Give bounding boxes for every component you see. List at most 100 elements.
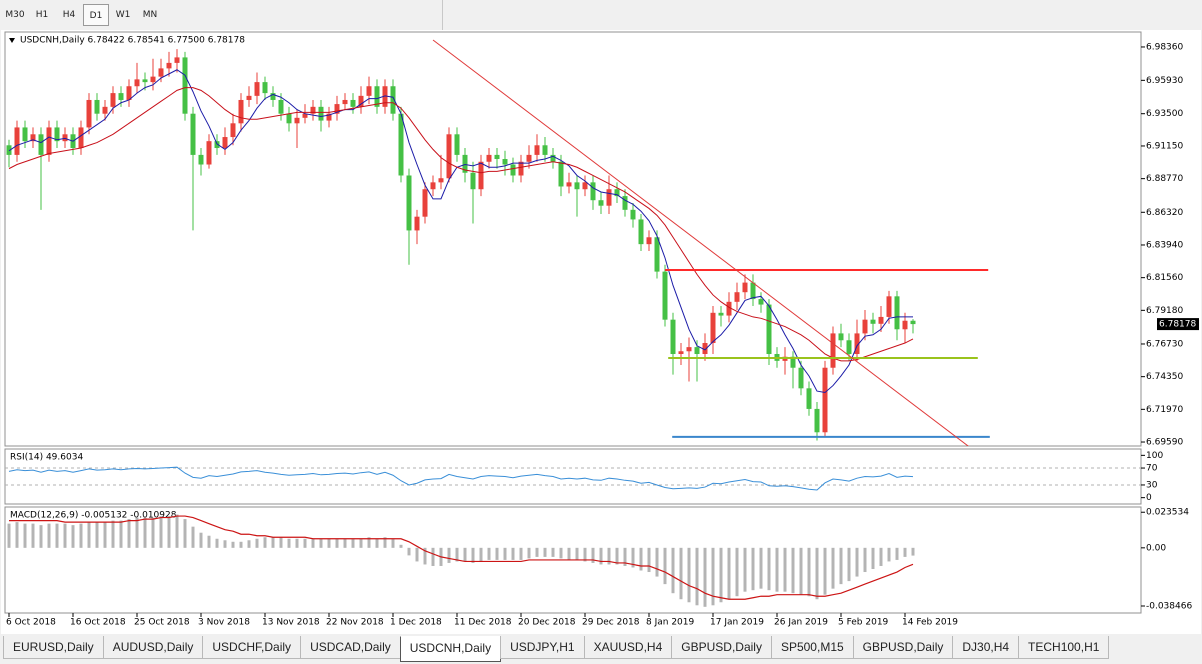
y-tick-label: 30 — [1146, 480, 1158, 490]
macd-bar — [903, 547, 907, 557]
macd-bar — [799, 547, 803, 595]
timeframe-button[interactable]: MN — [142, 10, 158, 20]
macd-bar — [167, 516, 171, 548]
chart-tab[interactable]: GBPUSD,Daily — [671, 636, 772, 659]
candle-body — [718, 312, 724, 316]
macd-bar — [711, 547, 715, 606]
macd-bar — [527, 547, 531, 559]
macd-bar — [495, 547, 499, 560]
macd-bar — [135, 517, 139, 548]
candle-body — [310, 106, 316, 114]
candle-body — [814, 408, 820, 433]
candle-body — [318, 106, 324, 121]
candle-body — [62, 134, 68, 142]
macd-bar — [871, 547, 875, 569]
macd-bar — [823, 547, 827, 595]
candle-body — [582, 182, 588, 190]
collapse-arrow[interactable] — [9, 38, 15, 43]
macd-bar — [751, 547, 755, 591]
macd-bar — [599, 547, 603, 565]
x-tick-label: 3 Nov 2018 — [198, 618, 250, 628]
chart-tab[interactable]: USDCHF,Daily — [202, 636, 302, 659]
macd-bar — [487, 547, 491, 560]
macd-bar — [391, 538, 395, 548]
timeframe-button[interactable]: W1 — [115, 10, 131, 20]
candle-body — [382, 86, 388, 107]
candle-body — [358, 95, 364, 107]
moving-average — [8, 87, 914, 362]
macd-bar — [767, 547, 771, 591]
macd-bar — [831, 547, 835, 589]
candle-body — [102, 106, 108, 114]
candle-body — [638, 219, 644, 245]
candle-body — [198, 154, 204, 165]
candle-body — [910, 320, 916, 325]
macd-bar — [47, 523, 51, 548]
y-tick-label: -0.038466 — [1146, 601, 1192, 611]
chart-tab[interactable]: EURUSD,Daily — [3, 636, 104, 659]
candle-body — [702, 343, 708, 354]
timeframe-button[interactable]: H4 — [62, 10, 76, 20]
macd-bar — [175, 514, 179, 548]
x-tick-label: 22 Nov 2018 — [326, 618, 384, 628]
macd-bar — [111, 520, 115, 548]
y-tick-label: 0.023534 — [1146, 508, 1189, 518]
macd-bar — [839, 547, 843, 585]
candle-body — [574, 182, 580, 190]
macd-bar — [567, 547, 571, 560]
y-tick-label: 6.81560 — [1146, 273, 1183, 283]
macd-bar — [743, 547, 747, 592]
candle-body — [822, 367, 828, 433]
timeframe-button[interactable]: M30 — [5, 10, 25, 20]
candle-body — [230, 123, 236, 138]
candle-body — [158, 68, 164, 77]
macd-bar — [375, 538, 379, 548]
candle-body — [6, 145, 12, 155]
macd-bar — [431, 547, 435, 566]
macd-bar — [647, 547, 651, 573]
candle-body — [174, 57, 180, 63]
macd-bar — [727, 547, 731, 600]
macd-bar — [231, 541, 235, 548]
timeframe-button[interactable]: D1 — [83, 4, 109, 26]
candle-body — [902, 320, 908, 330]
chart-tab[interactable]: DJ30,H4 — [952, 636, 1020, 659]
candle-body — [646, 237, 652, 245]
candle-body — [286, 113, 292, 124]
candle-body — [302, 113, 308, 118]
candle-body — [206, 141, 212, 165]
chart-tab[interactable]: GBPUSD,Daily — [852, 636, 954, 659]
candle-body — [262, 82, 268, 94]
chart-tab[interactable]: USDCNH,Daily — [399, 636, 502, 662]
candle-body — [342, 99, 348, 105]
x-tick-label: 1 Dec 2018 — [390, 618, 442, 628]
candle-body — [678, 351, 684, 354]
macd-bar — [103, 522, 107, 548]
chart-tab[interactable]: USDJPY,H1 — [500, 636, 585, 659]
candle-body — [726, 301, 732, 316]
chart-tab[interactable]: USDCAD,Daily — [300, 636, 401, 659]
moving-average — [8, 69, 913, 393]
chart-tab[interactable]: SP500,M15 — [770, 636, 854, 659]
candle-body — [390, 86, 396, 114]
candle-body — [662, 271, 668, 320]
chart-tab[interactable]: XAUUSD,H4 — [583, 636, 673, 659]
timeframe-button[interactable]: H1 — [35, 10, 49, 20]
macd-bar — [23, 523, 27, 548]
chart-tab[interactable]: TECH100,H1 — [1018, 636, 1110, 659]
candle-body — [526, 154, 532, 162]
y-tick-label: 6.79180 — [1146, 306, 1183, 316]
macd-bar — [855, 547, 859, 577]
candle-body — [134, 79, 140, 87]
candle-body — [238, 99, 244, 124]
candle-body — [758, 299, 764, 305]
candle-body — [150, 76, 156, 83]
candle-body — [278, 99, 284, 114]
candle-body — [166, 62, 172, 69]
macd-bar — [519, 547, 523, 560]
macd-bar — [311, 538, 315, 548]
candle-body — [22, 127, 28, 142]
chart-tab[interactable]: AUDUSD,Daily — [102, 636, 204, 659]
macd-bar — [615, 547, 619, 565]
